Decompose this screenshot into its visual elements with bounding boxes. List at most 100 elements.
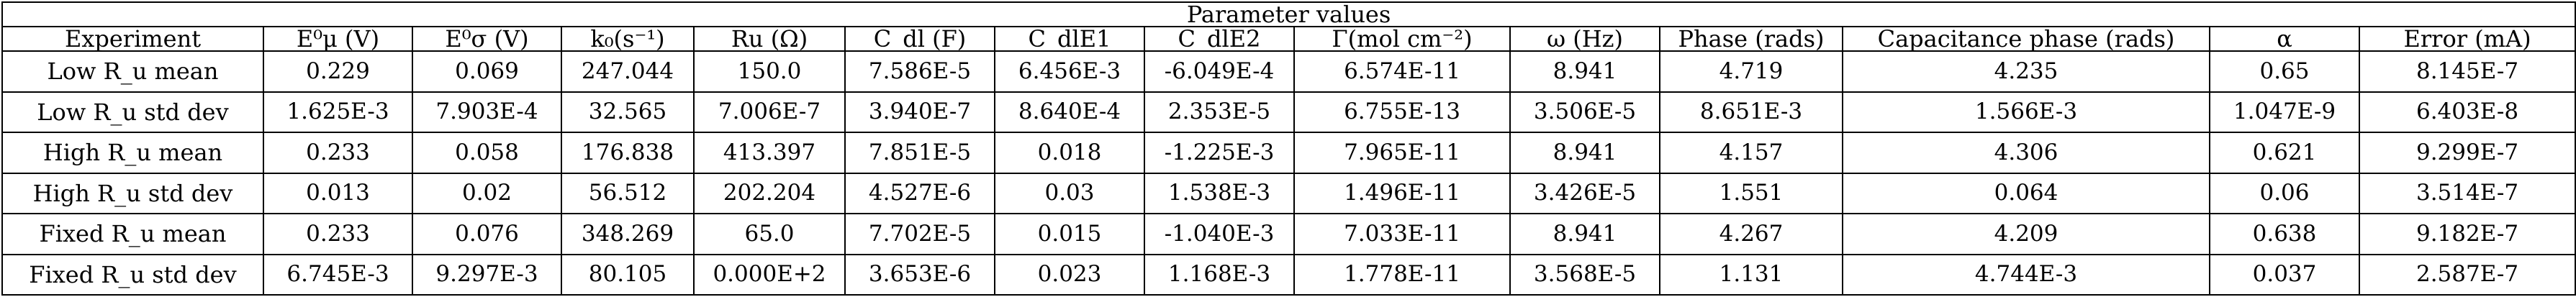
header-phase: Phase (rads) <box>1659 26 1843 52</box>
table-cell: 3.506E-5 <box>1509 91 1660 133</box>
table-cell: 0.229 <box>263 50 413 93</box>
table-cell: 6.456E-3 <box>994 50 1145 93</box>
table-cell: 0.65 <box>2209 50 2360 93</box>
header-alpha: α <box>2209 26 2360 52</box>
table-row: Fixed R_u std dev 6.745E-3 9.297E-3 80.1… <box>1 253 2576 296</box>
header-cdl: C_dl (F) <box>844 26 995 52</box>
table-cell: 32.565 <box>561 91 695 133</box>
row-label: Fixed R_u mean <box>1 213 264 255</box>
table-cell: 7.965E-11 <box>1293 132 1511 174</box>
table-cell: 8.941 <box>1509 50 1660 93</box>
table-cell: 4.267 <box>1659 213 1843 255</box>
table-cell: 7.006E-7 <box>693 91 846 133</box>
table-cell: 6.574E-11 <box>1293 50 1511 93</box>
header-cdle1: C_dlE1 <box>994 26 1145 52</box>
table-cell: 4.235 <box>1842 50 2210 93</box>
table-body: Low R_u mean 0.229 0.069 247.044 150.0 7… <box>1 50 2576 296</box>
table-cell: 1.496E-11 <box>1293 172 1511 214</box>
header-cdle2: C_dlE2 <box>1144 26 1295 52</box>
header-error: Error (mA) <box>2358 26 2576 52</box>
table-cell: 1.168E-3 <box>1144 253 1295 296</box>
table-cell: 0.018 <box>994 132 1145 174</box>
row-label: Low R_u mean <box>1 50 264 93</box>
table-cell: 3.940E-7 <box>844 91 995 133</box>
table-cell: 2.587E-7 <box>2358 253 2576 296</box>
table-row: Low R_u std dev 1.625E-3 7.903E-4 32.565… <box>1 91 2576 133</box>
table-cell: 3.568E-5 <box>1509 253 1660 296</box>
table-cell: 8.145E-7 <box>2358 50 2576 93</box>
table-cell: 1.538E-3 <box>1144 172 1295 214</box>
table-cell: 9.182E-7 <box>2358 213 2576 255</box>
table-cell: 0.233 <box>263 213 413 255</box>
table-cell: 4.527E-6 <box>844 172 995 214</box>
table-cell: 7.033E-11 <box>1293 213 1511 255</box>
table-cell: 0.621 <box>2209 132 2360 174</box>
table-cell: 348.269 <box>561 213 695 255</box>
table-cell: 8.941 <box>1509 213 1660 255</box>
header-omega: ω (Hz) <box>1509 26 1660 52</box>
header-e0-mu: E⁰μ (V) <box>263 26 413 52</box>
table-cell: 0.06 <box>2209 172 2360 214</box>
row-label: High R_u std dev <box>1 172 264 214</box>
table-cell: 1.566E-3 <box>1842 91 2210 133</box>
table-row: High R_u std dev 0.013 0.02 56.512 202.2… <box>1 172 2576 214</box>
table-cell: 4.744E-3 <box>1842 253 2210 296</box>
table-cell: 0.023 <box>994 253 1145 296</box>
table-cell: 0.000E+2 <box>693 253 846 296</box>
table-cell: 247.044 <box>561 50 695 93</box>
table-cell: -1.225E-3 <box>1144 132 1295 174</box>
table-cell: 1.778E-11 <box>1293 253 1511 296</box>
table-cell: 4.306 <box>1842 132 2210 174</box>
table-cell: 4.719 <box>1659 50 1843 93</box>
header-capacitance-phase: Capacitance phase (rads) <box>1842 26 2210 52</box>
table-cell: 7.903E-4 <box>412 91 562 133</box>
table-cell: 80.105 <box>561 253 695 296</box>
table-cell: 413.397 <box>693 132 846 174</box>
table-row: Low R_u mean 0.229 0.069 247.044 150.0 7… <box>1 50 2576 93</box>
table-cell: 4.209 <box>1842 213 2210 255</box>
table-cell: 0.013 <box>263 172 413 214</box>
table-cell: 8.941 <box>1509 132 1660 174</box>
table-cell: 1.551 <box>1659 172 1843 214</box>
table-cell: 2.353E-5 <box>1144 91 1295 133</box>
table-cell: 0.02 <box>412 172 562 214</box>
table-cell: 0.076 <box>412 213 562 255</box>
header-experiment: Experiment <box>1 26 264 52</box>
table-cell: 8.651E-3 <box>1659 91 1843 133</box>
table-cell: 7.586E-5 <box>844 50 995 93</box>
table-cell: 65.0 <box>693 213 846 255</box>
table-cell: 9.297E-3 <box>412 253 562 296</box>
table-cell: 0.064 <box>1842 172 2210 214</box>
table-cell: 8.640E-4 <box>994 91 1145 133</box>
header-ru: Ru (Ω) <box>693 26 846 52</box>
row-label: High R_u mean <box>1 132 264 174</box>
table-cell: 7.851E-5 <box>844 132 995 174</box>
table-cell: 6.755E-13 <box>1293 91 1511 133</box>
table-cell: 0.037 <box>2209 253 2360 296</box>
table-cell: 3.426E-5 <box>1509 172 1660 214</box>
table-cell: 0.638 <box>2209 213 2360 255</box>
table-cell: -6.049E-4 <box>1144 50 1295 93</box>
row-label: Fixed R_u std dev <box>1 253 264 296</box>
table-cell: 1.131 <box>1659 253 1843 296</box>
table-cell: 150.0 <box>693 50 846 93</box>
table-cell: 0.015 <box>994 213 1145 255</box>
table-title: Parameter values <box>1 1 2576 27</box>
table-cell: 3.514E-7 <box>2358 172 2576 214</box>
table-cell: 0.058 <box>412 132 562 174</box>
table-cell: 6.745E-3 <box>263 253 413 296</box>
table-cell: 4.157 <box>1659 132 1843 174</box>
table-cell: 3.653E-6 <box>844 253 995 296</box>
row-label: Low R_u std dev <box>1 91 264 133</box>
table-row: Fixed R_u mean 0.233 0.076 348.269 65.0 … <box>1 213 2576 255</box>
table-cell: 9.299E-7 <box>2358 132 2576 174</box>
table-cell: 0.03 <box>994 172 1145 214</box>
table-cell: 1.047E-9 <box>2209 91 2360 133</box>
table-cell: -1.040E-3 <box>1144 213 1295 255</box>
table-cell: 0.069 <box>412 50 562 93</box>
table-row: High R_u mean 0.233 0.058 176.838 413.39… <box>1 132 2576 174</box>
header-gamma: Γ(mol cm⁻²) <box>1293 26 1511 52</box>
table-cell: 56.512 <box>561 172 695 214</box>
